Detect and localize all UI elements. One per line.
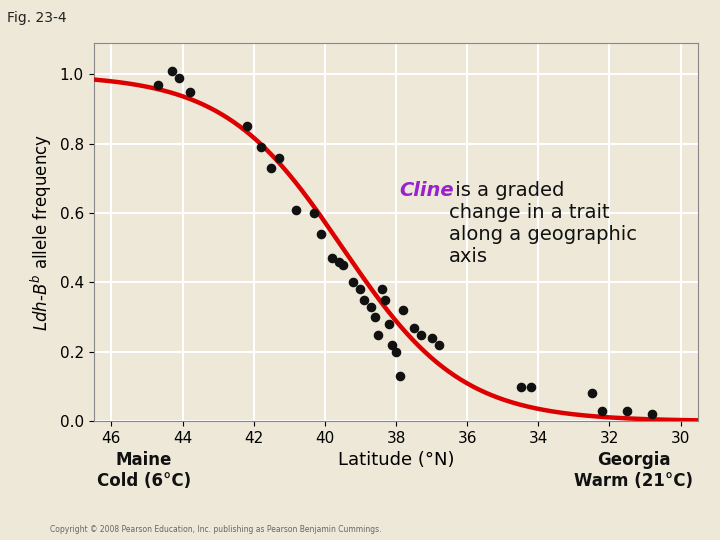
Point — [621, 407, 633, 415]
Point — [308, 209, 320, 218]
Text: Maine
Cold (6°C): Maine Cold (6°C) — [97, 451, 191, 490]
Text: Cline: Cline — [399, 181, 454, 200]
Y-axis label: $\mathit{Ldh}$-$\mathit{B}^b$ allele frequency: $\mathit{Ldh}$-$\mathit{B}^b$ allele fre… — [29, 133, 54, 331]
Point — [515, 382, 526, 391]
Point — [426, 334, 437, 342]
Point — [255, 143, 266, 152]
X-axis label: Latitude (°N): Latitude (°N) — [338, 451, 454, 469]
Point — [415, 330, 427, 339]
Point — [369, 313, 380, 321]
Point — [586, 389, 598, 398]
Point — [174, 73, 185, 82]
Point — [348, 278, 359, 287]
Point — [390, 348, 402, 356]
Point — [397, 306, 409, 314]
Point — [372, 330, 384, 339]
Point — [647, 410, 658, 418]
Point — [333, 258, 345, 266]
Point — [152, 80, 163, 89]
Point — [326, 254, 338, 262]
Point — [365, 302, 377, 311]
Point — [387, 341, 398, 349]
Point — [597, 407, 608, 415]
Text: is a graded
change in a trait
along a geographic
axis: is a graded change in a trait along a ge… — [449, 181, 636, 266]
Text: Copyright © 2008 Pearson Education, Inc. publishing as Pearson Benjamin Cummings: Copyright © 2008 Pearson Education, Inc.… — [50, 524, 382, 534]
Point — [408, 323, 420, 332]
Point — [376, 285, 387, 294]
Point — [359, 295, 370, 304]
Point — [379, 295, 391, 304]
Point — [383, 320, 395, 328]
Text: Georgia
Warm (21°C): Georgia Warm (21°C) — [574, 451, 693, 490]
Point — [394, 372, 405, 381]
Point — [166, 66, 178, 75]
Point — [240, 122, 252, 131]
Point — [184, 87, 195, 96]
Point — [291, 205, 302, 214]
Point — [337, 261, 348, 269]
Point — [526, 382, 537, 391]
Point — [273, 153, 284, 162]
Text: Fig. 23-4: Fig. 23-4 — [7, 11, 67, 25]
Point — [355, 285, 366, 294]
Point — [315, 230, 327, 238]
Point — [433, 341, 444, 349]
Point — [266, 164, 277, 172]
